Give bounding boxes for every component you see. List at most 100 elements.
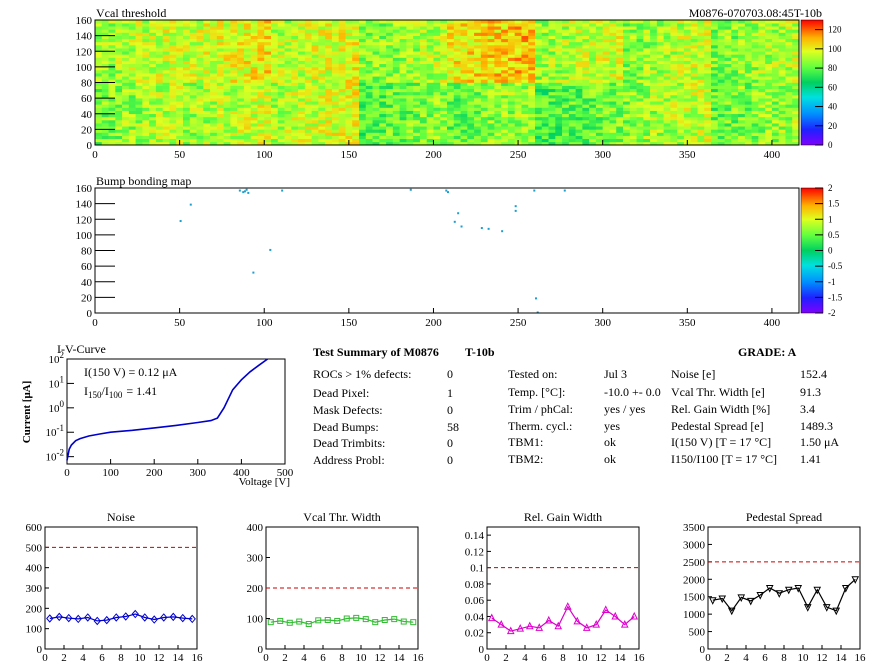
vcal-threshold-cell	[189, 29, 197, 33]
vcal-threshold-cell	[738, 135, 746, 140]
vcal-threshold-cell	[365, 116, 373, 121]
vcal-threshold-cell	[562, 82, 570, 86]
vcal-threshold-cell	[189, 63, 197, 68]
vcal-threshold-cell	[311, 88, 319, 93]
vcal-threshold-cell	[474, 116, 482, 121]
vcal-threshold-cell	[264, 54, 272, 58]
vcal-threshold-cell	[264, 88, 272, 93]
vcal-threshold-cell	[176, 26, 184, 30]
vcal-threshold-cell	[338, 51, 346, 55]
vcal-threshold-cell	[771, 138, 779, 143]
iv-xtick-label: 100	[102, 467, 119, 479]
vcal-threshold-cell	[149, 70, 157, 74]
noise-xtick-label: 6	[99, 652, 105, 664]
vcal-threshold-cell	[555, 129, 563, 133]
vcal-threshold-cell	[338, 32, 346, 36]
vcal-threshold-cell	[650, 57, 658, 61]
vcal-threshold-cell	[440, 38, 448, 43]
vcal-threshold-cell	[589, 126, 597, 130]
vcal-threshold-cell	[690, 38, 698, 43]
vcal-threshold-cell	[230, 23, 238, 27]
pedestal-spread-ytick-label: 3500	[683, 522, 706, 534]
vcal-threshold-cell	[582, 23, 590, 27]
vcal-threshold-cell	[582, 107, 590, 111]
vcal-threshold-cell	[284, 107, 292, 111]
vcal-threshold-cell	[602, 26, 610, 30]
vcal-threshold-cell	[521, 91, 529, 96]
vcal-threshold-cell	[419, 35, 427, 40]
vcal-threshold-cell	[210, 101, 218, 105]
vcal-threshold-cell	[250, 32, 258, 36]
vcal-threshold-cell	[677, 35, 685, 40]
vcal-threshold-cell	[474, 32, 482, 36]
vcal-threshold-cell	[460, 85, 468, 90]
1-ytick-label: 40	[81, 277, 93, 289]
vcal-threshold-cell	[311, 132, 319, 136]
vcal-threshold-cell	[595, 113, 603, 118]
vcal-threshold-cell	[690, 48, 698, 52]
vcal-threshold-cell	[115, 79, 123, 83]
vcal-threshold-cell	[785, 135, 793, 140]
vcal-threshold-cell	[697, 120, 705, 124]
vcal-threshold-cell	[650, 20, 658, 24]
vcal-threshold-cell	[95, 20, 103, 24]
vcal-threshold-cell	[237, 88, 245, 93]
vcal-threshold-cell	[331, 57, 339, 61]
vcal-threshold-cell	[555, 82, 563, 86]
vcal-threshold-cell	[650, 116, 658, 121]
vcal-threshold-cell	[419, 88, 427, 93]
vcal-threshold-cell	[629, 70, 637, 74]
vcal-threshold-cell	[237, 32, 245, 36]
vcal-threshold-cell	[223, 73, 231, 77]
vcal-threshold-cell	[738, 95, 746, 99]
vcal-threshold-cell	[379, 135, 387, 140]
vcal-threshold-cell	[528, 110, 536, 115]
vcal-threshold-cell	[677, 82, 685, 86]
vcal-threshold-cell	[528, 104, 536, 108]
vcal-threshold-cell	[379, 88, 387, 93]
vcal-threshold-cell	[149, 63, 157, 68]
vcal-threshold-cell	[413, 101, 421, 105]
0-ytick-label: 80	[81, 78, 93, 90]
vcal-threshold-cell	[758, 120, 766, 124]
vcal-threshold-cell	[663, 132, 671, 136]
vcal-threshold-cell	[629, 20, 637, 24]
vcal-threshold-cell	[271, 76, 279, 80]
vcal-threshold-cell	[318, 141, 326, 146]
vcal-threshold-cell	[623, 66, 631, 71]
vcal-threshold-cell	[264, 126, 272, 130]
vcal-threshold-cell	[656, 101, 664, 105]
vcal-threshold-cell	[623, 20, 631, 24]
vcal-threshold-cell	[223, 38, 231, 43]
vcal-threshold-cell	[271, 54, 279, 58]
vcal-threshold-cell	[778, 126, 786, 130]
vcal-threshold-cell	[602, 85, 610, 90]
vcal-threshold-cell	[650, 101, 658, 105]
vcal-threshold-cell	[663, 29, 671, 33]
gain-width-point	[630, 611, 639, 620]
vcal-threshold-cell	[216, 66, 224, 71]
vcal-threshold-cell	[582, 82, 590, 86]
vcal-threshold-cell	[203, 88, 211, 93]
vcal-threshold-cell	[677, 20, 685, 24]
vcal-threshold-cell	[230, 110, 238, 115]
vcal-threshold-cell	[670, 82, 678, 86]
vcal-threshold-cell	[541, 57, 549, 61]
vcal-threshold-cell	[677, 141, 685, 146]
vcal-threshold-cell	[704, 45, 712, 49]
vcal-width-xtick-label: 4	[301, 652, 307, 664]
vcal-threshold-cell	[704, 88, 712, 93]
vcal-threshold-cell	[426, 116, 434, 121]
vcal-threshold-cell	[419, 132, 427, 136]
vcal-threshold-cell	[650, 85, 658, 90]
vcal-threshold-cell	[243, 116, 251, 121]
vcal-threshold-cell	[758, 110, 766, 115]
vcal-threshold-cell	[602, 120, 610, 124]
vcal-threshold-cell	[758, 104, 766, 108]
pedestal-spread-xtick-label: 12	[817, 652, 828, 664]
vcal-threshold-cell	[487, 129, 495, 133]
vcal-threshold-cell	[426, 129, 434, 133]
vcal-threshold-cell	[575, 60, 583, 65]
vcal-threshold-cell	[128, 32, 136, 36]
vcal-threshold-cell	[365, 23, 373, 27]
